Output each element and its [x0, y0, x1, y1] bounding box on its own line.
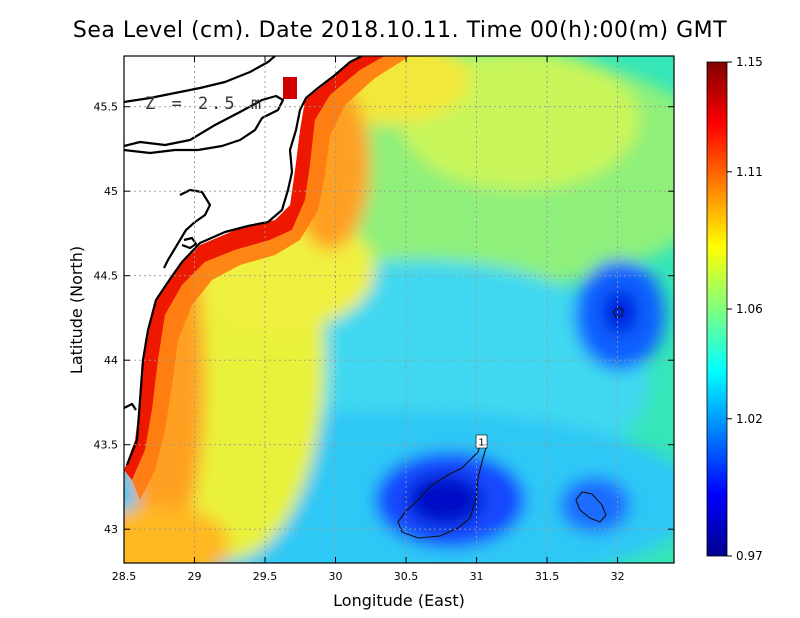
coastline-estuary — [124, 56, 276, 104]
land-mass — [124, 56, 362, 470]
colorbar-ticks: 0.97 1.02 1.06 1.11 1.15 — [727, 55, 763, 563]
plot-frame — [123, 55, 675, 564]
colorbar-tick-label: 1.06 — [736, 302, 763, 316]
x-tick-label: 29.5 — [253, 570, 278, 583]
contour-southeast — [575, 491, 607, 523]
x-tick-label: 30.5 — [394, 570, 419, 583]
x-axis-ticks: 28.5 29 29.5 30 30.5 31 31.5 32 — [112, 56, 625, 583]
sea-level-field — [124, 56, 674, 563]
y-tick-label: 43.5 — [94, 439, 119, 452]
colorbar: 0.97 1.02 1.06 1.11 1.15 — [706, 55, 763, 563]
colorbar-tick-label: 1.02 — [736, 412, 763, 426]
y-tick-label: 45.5 — [94, 101, 119, 114]
coastline-delta-arm — [181, 236, 198, 250]
coastline-lagoon-north — [124, 94, 285, 155]
coastline-south — [124, 402, 137, 411]
land-area — [124, 56, 362, 470]
y-tick-label: 43 — [104, 523, 118, 536]
field-south-darkblue — [407, 474, 483, 526]
y-tick-label: 45 — [104, 185, 118, 198]
field-east-darkblue — [602, 290, 638, 334]
field-sw-orange — [124, 505, 230, 563]
x-tick-label: 28.5 — [112, 570, 137, 583]
x-tick-label: 31.5 — [535, 570, 560, 583]
colorbar-tick-label: 0.97 — [736, 549, 763, 563]
colorbar-bar — [706, 61, 728, 557]
field-se-blue — [560, 477, 630, 533]
coastline — [124, 56, 363, 466]
x-axis-title: Longitude (East) — [333, 591, 465, 610]
contour-label: 1 — [478, 438, 484, 449]
x-tick-label: 29 — [188, 570, 202, 583]
contour-label-box — [475, 434, 488, 449]
coastline-delta — [163, 188, 212, 269]
colorbar-tick-label: 1.15 — [736, 55, 763, 69]
contour-south — [397, 440, 487, 539]
y-axis-ticks: 43 43.5 44 44.5 45 45.5 — [94, 101, 674, 536]
depth-label: Z = 2.5 m — [145, 94, 264, 114]
x-tick-label: 32 — [611, 570, 625, 583]
y-axis-title: Latitude (North) — [67, 246, 86, 374]
y-tick-label: 44.5 — [94, 270, 119, 283]
x-tick-label: 31 — [470, 570, 484, 583]
y-tick-label: 44 — [104, 354, 118, 367]
map-title: Sea Level (cm). Date 2018.10.11. Time 00… — [72, 18, 728, 43]
colorbar-tick-label: 1.11 — [736, 165, 763, 179]
x-tick-label: 30 — [329, 570, 343, 583]
red-pixel-patch — [283, 77, 297, 99]
grid-lines — [124, 56, 674, 563]
coastline-main — [125, 56, 363, 466]
